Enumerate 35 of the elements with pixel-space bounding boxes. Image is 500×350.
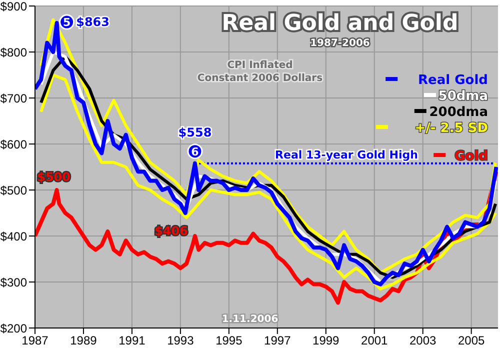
x-tick-label: 1995 xyxy=(216,334,243,348)
annotation: $406 xyxy=(154,224,188,238)
y-tick-label: $600 xyxy=(0,137,28,152)
x-tick-label: 2001 xyxy=(361,334,388,348)
y-tick-label: $900 xyxy=(0,0,28,14)
annotation: $558 xyxy=(178,125,212,140)
text: 1987-2006 xyxy=(310,38,370,49)
y-tick-label: $500 xyxy=(0,183,28,198)
annotation: CPI Inflated xyxy=(227,60,293,71)
y-tick-label: $200 xyxy=(0,321,28,336)
y-tick-label: $400 xyxy=(0,229,28,244)
legend-label: 50dma xyxy=(438,89,488,104)
annotation: $500 xyxy=(37,170,71,184)
x-tick-label: 1989 xyxy=(70,334,98,348)
annotation: $863 xyxy=(76,15,110,30)
x-tick-label: 1993 xyxy=(167,334,194,348)
x-tick-label: 1991 xyxy=(118,334,146,348)
chart-title: Real Gold and Gold xyxy=(222,11,458,36)
annotation: 6 xyxy=(191,145,200,158)
y-tick-label: $800 xyxy=(0,45,28,60)
y-tick-label: $700 xyxy=(0,91,28,106)
legend-label: +/- 2.5 SD xyxy=(414,121,488,136)
ref-line-label: Real 13-year Gold High xyxy=(275,148,418,162)
x-tick-label: 1999 xyxy=(312,334,340,348)
annotation: Constant 2006 Dollars xyxy=(197,73,323,84)
x-tick-label: 1987 xyxy=(22,334,49,348)
x-tick-label: 1997 xyxy=(264,334,292,348)
x-tick-label: 2003 xyxy=(410,334,437,348)
annotation: 5 xyxy=(62,16,71,30)
y-tick-label: $300 xyxy=(0,275,28,290)
legend-label: 200dma xyxy=(429,105,488,120)
legend-label: Gold xyxy=(454,149,488,164)
legend-label: Real Gold xyxy=(418,73,488,88)
annotation: 1.11.2006 xyxy=(222,314,278,325)
x-tick-label: 2005 xyxy=(458,334,486,348)
